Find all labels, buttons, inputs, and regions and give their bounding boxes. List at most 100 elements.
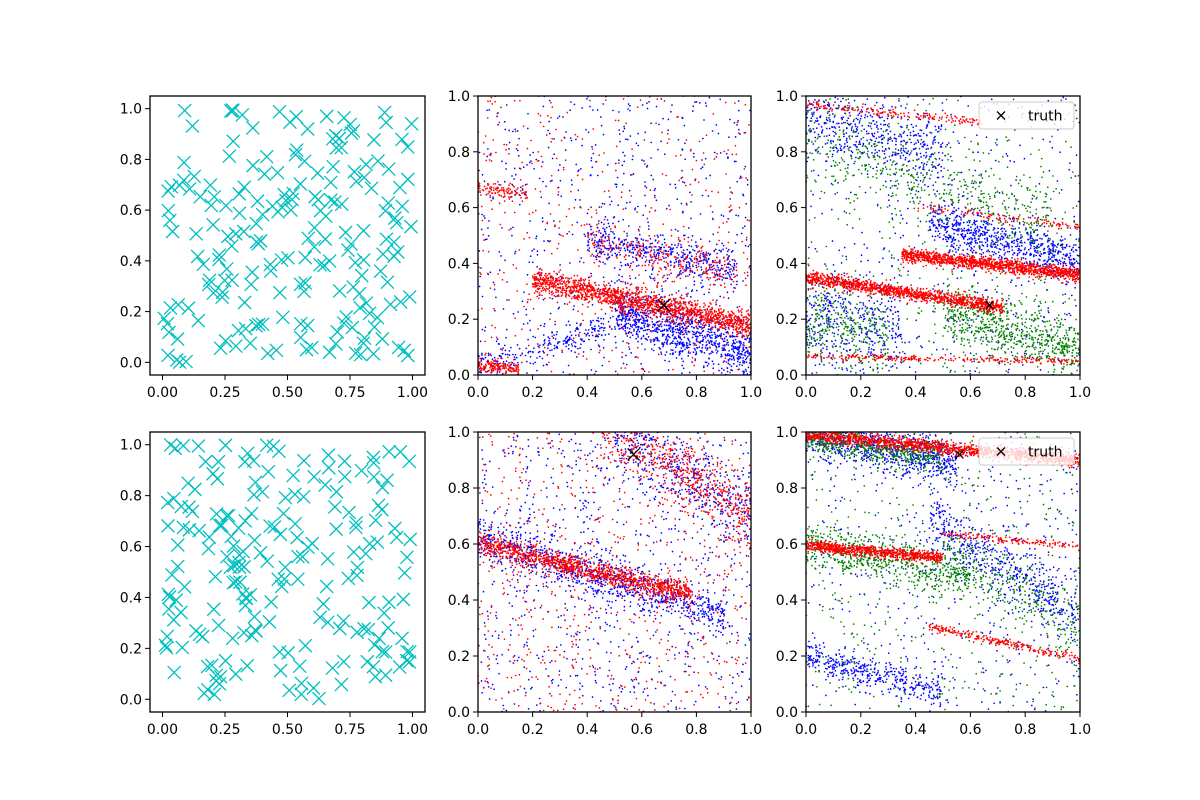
truth-marker <box>657 298 671 312</box>
scatter-point <box>232 206 247 221</box>
x-tick-label: 0.75 <box>334 722 365 738</box>
scatter-point <box>161 518 175 533</box>
scatter-point <box>160 495 175 510</box>
scatter-point <box>240 658 255 673</box>
scatter-point <box>212 248 227 263</box>
scatter-point <box>320 615 335 630</box>
x-tick-label: 0.0 <box>795 385 817 401</box>
scatter-point <box>383 297 398 312</box>
x-tick-label: 1.0 <box>740 722 762 738</box>
scatter-point <box>289 143 304 158</box>
scatter-point <box>318 209 333 224</box>
scatter-point <box>330 324 345 339</box>
scatter-point <box>189 226 204 241</box>
scatter-point <box>342 505 357 520</box>
scatter-point <box>366 469 381 484</box>
scatter-point <box>400 550 414 565</box>
scatter-point <box>260 346 275 361</box>
scatter-point <box>187 169 202 184</box>
scatter-point <box>190 249 205 264</box>
x-tick-label: 1.00 <box>397 722 428 738</box>
scatter-point <box>380 473 395 488</box>
scatter-point <box>336 654 351 669</box>
scatter-point <box>248 475 263 490</box>
scatter-point <box>299 342 314 357</box>
scatter-point <box>329 484 344 499</box>
scatter-points <box>478 432 751 712</box>
series-1 <box>478 96 751 375</box>
scatter-point <box>375 332 390 346</box>
scatter-point <box>361 622 376 637</box>
truth-marker <box>985 300 995 310</box>
y-tick-label: 1.0 <box>120 102 142 118</box>
truth-marker <box>627 447 641 461</box>
y-tick-label: 0.6 <box>448 537 470 553</box>
scatter-point <box>346 545 361 560</box>
scatter-point <box>308 189 322 204</box>
scatter-point <box>270 165 285 180</box>
x-tick-label: 0.4 <box>904 385 926 401</box>
scatter-point <box>318 477 333 492</box>
scatter-point <box>345 320 360 335</box>
x-tick-label: 0.25 <box>209 385 240 401</box>
scatter-point <box>403 532 418 547</box>
y-tick-label: 0.2 <box>776 649 798 665</box>
series-2 <box>806 100 1080 365</box>
scatter-point <box>300 122 315 136</box>
scatter-point <box>203 178 218 193</box>
scatter-point <box>300 318 315 333</box>
scatter-point <box>276 506 291 521</box>
scatter-point <box>312 691 326 706</box>
scatter-point <box>171 297 186 312</box>
x-tick-label: 0.4 <box>904 722 926 738</box>
x-tick-label: 0.0 <box>467 722 489 738</box>
x-tick-label: 0.2 <box>521 385 543 401</box>
scatter-point <box>297 154 312 169</box>
scatter-point <box>372 631 387 646</box>
scatter-point <box>164 179 179 194</box>
scatter-point <box>245 120 260 135</box>
scatter-point <box>346 280 361 295</box>
y-tick-label: 0.0 <box>448 368 470 384</box>
scatter-point <box>337 469 352 484</box>
scatter-point <box>179 354 194 369</box>
scatter-point <box>222 149 237 164</box>
scatter-point <box>378 203 393 218</box>
scatter-point <box>349 515 364 530</box>
y-tick-label: 0.2 <box>448 312 470 328</box>
scatter-point <box>288 147 303 162</box>
series-0 <box>158 437 418 706</box>
scatter-point <box>250 194 265 209</box>
scatter-point <box>224 529 239 544</box>
scatter-point <box>238 321 253 336</box>
y-tick-label: 0.8 <box>448 145 470 161</box>
scatter-point <box>259 438 274 453</box>
scatter-point <box>249 624 264 639</box>
scatter-point <box>162 213 177 228</box>
panel-top-right: 0.0 0.2 0.4 0.6 0.8 1.0 0.0 0.2 0.4 0.6 0.8 1.0 trut… <box>776 89 1091 401</box>
scatter-point <box>274 253 289 267</box>
scatter-point <box>263 264 278 278</box>
scatter-point <box>337 110 351 125</box>
scatter-point <box>251 317 266 332</box>
scatter-point <box>176 520 191 535</box>
x-tick-label: 0.50 <box>272 722 303 738</box>
scatter-point <box>362 536 377 551</box>
scatter-point <box>341 571 356 586</box>
y-tick-label: 0.2 <box>776 312 798 328</box>
scatter-point <box>348 520 363 535</box>
scatter-point <box>243 587 258 602</box>
scatter-point <box>253 545 268 560</box>
scatter-point <box>236 224 251 239</box>
y-tick-label: 0.8 <box>776 145 798 161</box>
scatter-point <box>322 254 337 269</box>
scatter-point <box>166 491 181 506</box>
scatter-point <box>279 193 293 208</box>
scatter-points <box>806 432 1080 712</box>
scatter-point <box>247 609 262 624</box>
plot-area <box>478 96 751 375</box>
y-tick-label: 0.6 <box>448 201 470 217</box>
scatter-point <box>269 343 284 358</box>
scatter-point <box>264 595 279 609</box>
scatter-point <box>337 454 352 469</box>
